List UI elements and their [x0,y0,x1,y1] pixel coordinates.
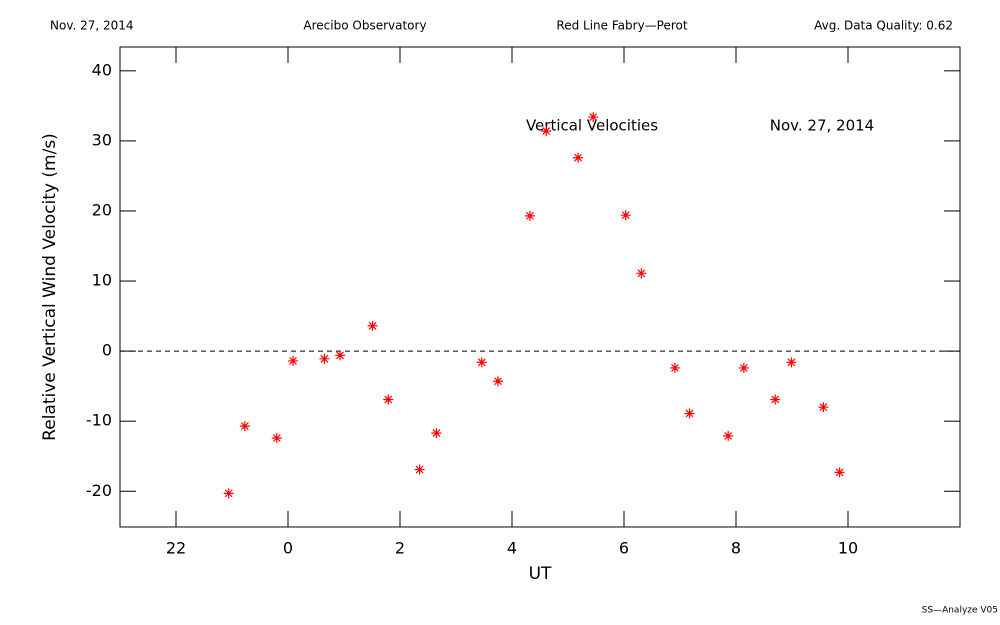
point [573,152,584,163]
y-axis-label: Relative Vertical Wind Velocity (m/s) [40,133,60,441]
y-tick-label: -20 [86,481,112,500]
annotation: Nov. 27, 2014 [770,117,874,135]
point [636,268,647,279]
point [834,467,845,478]
x-tick-label: 10 [838,539,858,558]
point [223,488,234,499]
point [271,433,282,444]
point [524,210,535,221]
y-tick-label: 30 [92,130,112,149]
point [383,394,394,405]
header-quality: Avg. Data Quality: 0.62 [814,19,953,33]
point [335,350,346,361]
point [770,394,781,405]
point [588,112,599,123]
x-tick-label: 8 [731,539,741,558]
point [723,430,734,441]
point [669,362,680,373]
x-tick-label: 6 [619,539,629,558]
point [431,428,442,439]
point [493,376,503,387]
x-tick-label: 22 [166,539,186,558]
header-site: Arecibo Observatory [303,19,426,33]
x-tick-label: 0 [283,539,293,558]
point [818,402,829,413]
y-tick-label: -10 [86,411,112,430]
y-tick-label: 10 [92,271,112,290]
y-tick-label: 40 [92,60,112,79]
x-tick-label: 2 [395,539,405,558]
point [367,320,378,331]
point [786,357,797,368]
point [239,421,250,432]
y-tick-label: 20 [92,200,112,219]
header-date: Nov. 27, 2014 [50,19,134,33]
x-tick-label: 4 [507,539,517,558]
point [620,210,631,221]
point [684,408,695,419]
point [476,357,487,368]
annotation: Vertical Velocities [526,117,658,135]
x-axis-label: UT [529,564,552,584]
point [414,464,425,475]
point [319,353,330,364]
y-tick-label: 0 [102,341,112,360]
point [541,126,552,137]
point [288,355,299,366]
header-instrument: Red Line Fabry—Perot [556,19,687,33]
point [738,362,749,373]
footer: SS—Analyze V05 [922,606,998,616]
plot-frame [119,46,961,528]
